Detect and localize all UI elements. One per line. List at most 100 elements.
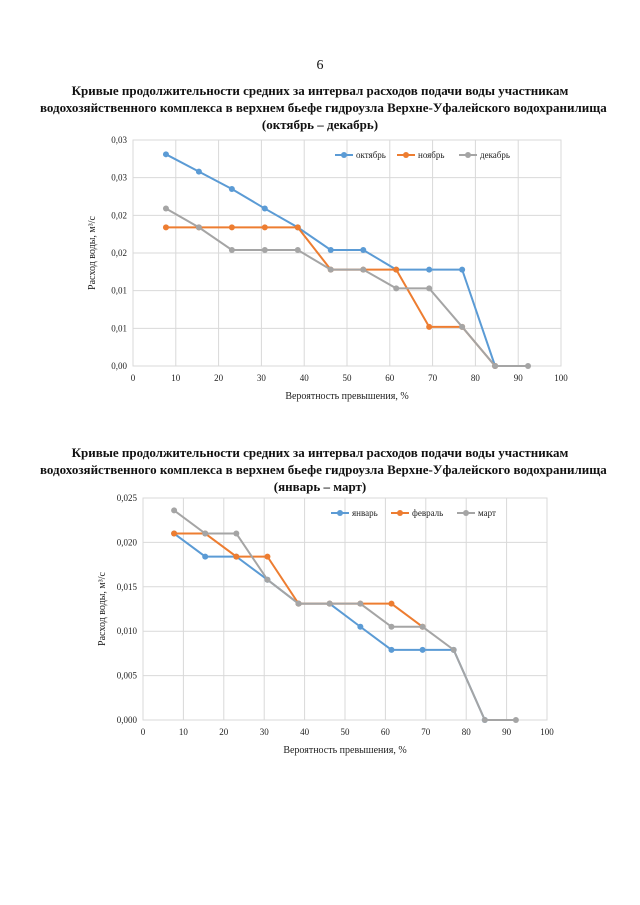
chart-1-x-tick-label: 90 (514, 373, 524, 383)
chart-1-legend-label-ноябрь: ноябрь (418, 150, 444, 160)
chart-2-data-point-март (326, 600, 333, 607)
chart-1-data-point-декабрь (525, 363, 532, 369)
chart-1-data-point-ноябрь (426, 323, 433, 330)
chart-2-legend-marker-март (463, 510, 469, 516)
chart-1-data-point-ноябрь (162, 224, 169, 231)
chart-2-y-tick-label: 0,005 (117, 671, 138, 681)
chart-2-data-point-февраль (171, 530, 178, 537)
chart-1-data-point-декабрь (294, 246, 301, 253)
chart-1-x-tick-label: 70 (428, 373, 438, 383)
chart-2-data-point-март (419, 623, 426, 630)
chart-1-series-line-октябрь (165, 153, 497, 367)
page-number: 6 (316, 58, 324, 73)
chart-2-data-point-январь (388, 646, 395, 653)
chart-1-data-point-декабрь (360, 266, 367, 273)
chart-2-x-tick-label: 60 (381, 727, 391, 737)
chart-2-legend-marker-январь (337, 510, 343, 516)
chart-1-y-tick-label: 0,01 (111, 286, 127, 296)
chart-2-title-line-3: (январь – март) (273, 479, 367, 494)
chart-1-data-point-декабрь (195, 224, 202, 231)
chart-2-data-point-март (295, 600, 302, 607)
chart-1-x-tick-label: 100 (554, 373, 568, 383)
chart-2-data-point-февраль (233, 553, 240, 560)
chart-1-legend-marker-декабрь (465, 152, 471, 158)
chart-2-x-tick-label: 80 (462, 727, 472, 737)
chart-2-legend-label-январь: январь (352, 508, 378, 518)
chart-2-x-tick-label: 90 (502, 727, 512, 737)
chart-1-data-point-декабрь (327, 266, 334, 273)
chart-1-data-point-октябрь (162, 151, 169, 158)
chart-2-x-axis-title: Вероятность превышения, % (283, 745, 406, 756)
chart-1-data-point-октябрь (195, 168, 202, 175)
chart-2-title-line-2: водохозяйственного комплекса в верхнем б… (40, 462, 607, 477)
chart-2-legend-label-февраль: февраль (412, 508, 443, 518)
chart-1-data-point-октябрь (327, 246, 334, 253)
chart-1-series-line-декабрь (165, 207, 529, 367)
chart-1-x-tick-label: 40 (300, 373, 310, 383)
chart-1-data-point-декабрь (261, 246, 268, 253)
chart-1-title-line-1: Кривые продолжительности средних за инте… (71, 83, 569, 98)
chart-1-x-tick-label: 50 (343, 373, 353, 383)
chart-2-y-tick-label: 0,020 (117, 537, 138, 547)
chart-1-data-point-октябрь (459, 266, 466, 273)
chart-1-x-tick-label: 30 (257, 373, 267, 383)
chart-2-legend-marker-февраль (397, 510, 403, 516)
chart-2-x-tick-label: 50 (341, 727, 351, 737)
chart-1-data-point-ноябрь (261, 224, 268, 231)
chart-2-data-point-январь (419, 646, 426, 653)
chart-1-x-tick-label: 60 (385, 373, 395, 383)
chart-1-x-tick-label: 10 (171, 373, 181, 383)
chart-2-y-tick-label: 0,015 (117, 582, 138, 592)
chart-1-y-tick-label: 0,03 (111, 135, 127, 145)
chart-2-data-point-март (264, 576, 271, 583)
chart-2-x-tick-label: 70 (421, 727, 431, 737)
chart-2-x-tick-label: 20 (219, 727, 229, 737)
chart-1-legend-label-декабрь: декабрь (480, 150, 510, 160)
chart-2-y-axis-title: Расход воды, м³/с (97, 571, 108, 646)
chart-2-x-tick-label: 0 (141, 727, 146, 737)
chart-2-data-point-февраль (264, 553, 271, 560)
chart-2-title-line-1: Кривые продолжительности средних за инте… (71, 445, 569, 460)
chart-2-x-tick-label: 40 (300, 727, 310, 737)
chart-1-title: Кривые продолжительности средних за инте… (40, 82, 607, 133)
chart-1-data-point-декабрь (459, 323, 466, 330)
chart-2-data-point-март (512, 717, 519, 723)
chart-2-legend-label-март: март (478, 508, 496, 518)
chart-2-data-point-март (388, 623, 395, 630)
chart-2-data-point-март (481, 717, 488, 723)
chart-2-data-point-март (450, 646, 457, 653)
chart-1-y-tick-label: 0,01 (111, 323, 127, 333)
chart-2-data-point-март (233, 530, 240, 537)
chart-1-x-axis-title: Вероятность превышения, % (285, 391, 408, 402)
chart-2-y-tick-label: 0,025 (117, 493, 138, 503)
chart-1-data-point-октябрь (261, 205, 268, 212)
chart-2-data-point-январь (202, 553, 209, 560)
chart-2-data-point-март (357, 600, 364, 607)
chart-2-title: Кривые продолжительности средних за инте… (40, 444, 607, 495)
chart-1-title-line-2: водохозяйственного комплекса в верхнем б… (40, 100, 607, 115)
chart-2-series-line-январь (173, 532, 486, 721)
chart-1-data-point-декабрь (162, 205, 169, 212)
chart-1-x-tick-label: 80 (471, 373, 481, 383)
chart-1-data-point-октябрь (228, 185, 235, 192)
chart-2-x-tick-label: 30 (260, 727, 270, 737)
chart-1-data-point-ноябрь (393, 266, 400, 273)
chart-2-x-tick-label: 100 (540, 727, 554, 737)
chart-1-y-tick-label: 0,00 (111, 361, 127, 371)
chart-2-series-line-март (173, 509, 516, 721)
chart-1-x-tick-label: 20 (214, 373, 224, 383)
chart-1-data-point-ноябрь (294, 224, 301, 231)
chart-1-data-point-ноябрь (228, 224, 235, 231)
chart-2-y-tick-label: 0,010 (117, 626, 138, 636)
chart-1-y-tick-label: 0,02 (111, 210, 127, 220)
chart-2-y-tick-label: 0,000 (117, 715, 138, 725)
chart-2-x-tick-label: 10 (179, 727, 189, 737)
chart-1-y-axis-title: Расход воды, м³/с (87, 215, 98, 290)
chart-1-data-point-декабрь (492, 363, 499, 369)
chart-1-data-point-октябрь (360, 246, 367, 253)
chart-1-legend-label-октябрь: октябрь (356, 150, 386, 160)
chart-1-data-point-октябрь (426, 266, 433, 273)
chart-1-y-tick-label: 0,03 (111, 173, 127, 183)
chart-2-data-point-февраль (388, 600, 395, 607)
